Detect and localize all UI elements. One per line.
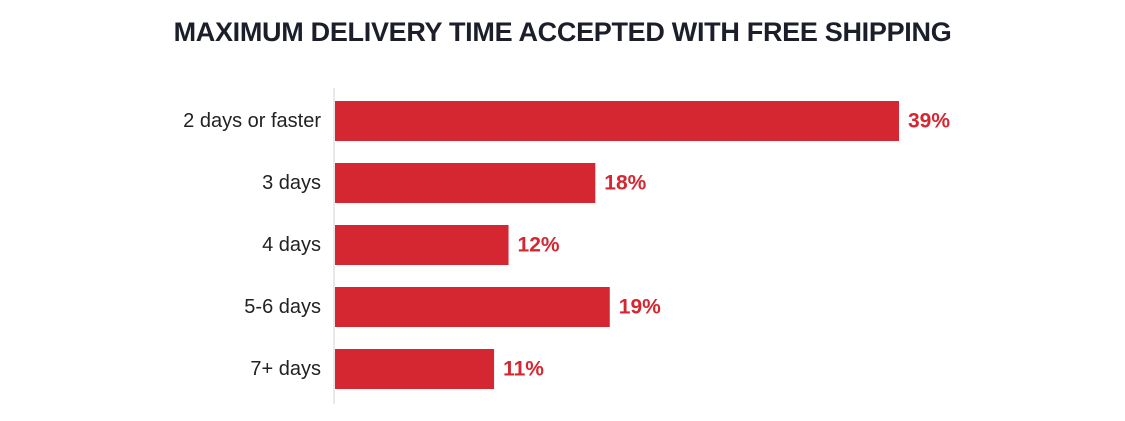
bar	[335, 225, 509, 265]
value-label: 19%	[619, 296, 661, 319]
bar	[335, 101, 899, 141]
bar	[335, 287, 610, 327]
bar-row: 2 days or faster 39%	[183, 101, 950, 141]
bars-layer: 2 days or faster 39% 3 days 18% 4 days 12% 5-6…	[183, 101, 950, 389]
category-label: 3 days	[262, 172, 321, 194]
category-label: 7+ days	[250, 358, 321, 380]
bar	[335, 163, 596, 203]
category-label: 5-6 days	[244, 296, 321, 318]
value-label: 11%	[503, 358, 544, 381]
category-label: 2 days or faster	[183, 110, 321, 132]
bar-row: 4 days 12%	[262, 225, 560, 265]
value-label: 18%	[604, 172, 646, 195]
bar-row: 7+ days 11%	[250, 349, 544, 389]
value-label: 39%	[908, 110, 950, 133]
bar	[335, 349, 495, 389]
chart-title: MAXIMUM DELIVERY TIME ACCEPTED WITH FREE…	[173, 17, 952, 47]
category-label: 4 days	[262, 234, 321, 256]
bar-row: 3 days 18%	[262, 163, 647, 203]
value-label: 12%	[518, 234, 560, 257]
bar-row: 5-6 days 19%	[244, 287, 661, 327]
